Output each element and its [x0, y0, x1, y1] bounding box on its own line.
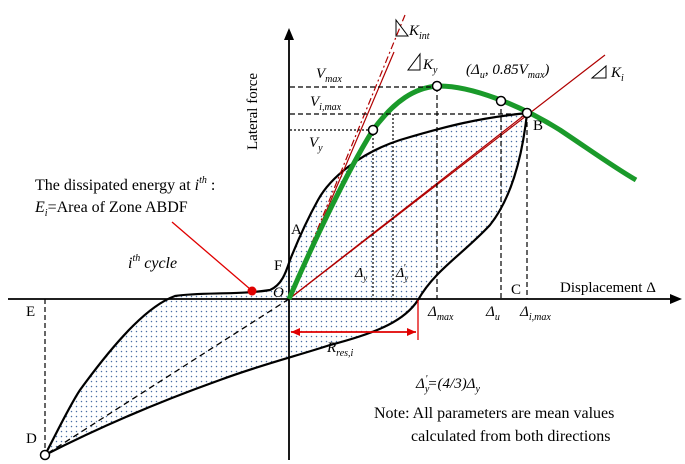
- k-int-triangle: [395, 18, 409, 37]
- delta-max-label: Δmax: [427, 304, 454, 323]
- label-d: D: [26, 431, 37, 447]
- secant-ob-line: [288, 112, 528, 300]
- relation-label: Δy'=(4/3)Δy: [415, 374, 481, 395]
- k-int-label: Kint: [408, 23, 430, 42]
- label-c: C: [511, 282, 521, 298]
- label-f: F: [274, 258, 282, 274]
- x-axis-arrow: [670, 294, 682, 304]
- x-axis-label: Displacement Δ: [560, 280, 656, 296]
- y-axis-arrow: [284, 28, 294, 40]
- k-i-triangle: [590, 64, 607, 79]
- energy-note-line2: Ei=Area of Zone ABDF: [34, 199, 188, 219]
- ultimate-marker: [495, 95, 507, 107]
- delta-u-label: Δu: [485, 304, 500, 323]
- delta-imax-label: Δi,max: [519, 304, 551, 323]
- energy-pointer-line: [171, 221, 251, 290]
- energy-note-line1: The dissipated energy at ith :: [35, 175, 215, 194]
- vmax-label: Vmax: [316, 66, 342, 85]
- note-line2: calculated from both directions: [411, 428, 610, 445]
- label-a: A: [291, 222, 302, 238]
- cycle-label: ith cycle: [128, 253, 177, 272]
- y-axis-label: Lateral force: [245, 73, 261, 150]
- label-o: O: [273, 285, 284, 301]
- point-d-marker: [39, 449, 51, 461]
- label-b: B: [533, 118, 543, 134]
- label-e: E: [26, 304, 35, 320]
- ultimate-point-label: (Δu, 0.85Vmax): [466, 62, 549, 81]
- delta-y-label: Δy: [354, 266, 367, 283]
- hysteresis-loop: [42, 111, 529, 458]
- vmax-marker: [431, 80, 443, 92]
- vimax-label: Vi,max: [310, 94, 342, 113]
- od-dashed-line: [44, 298, 290, 456]
- k-y-triangle: [407, 52, 421, 71]
- point-b-marker: [521, 107, 533, 119]
- note-line1: Note: All parameters are mean values: [374, 405, 614, 422]
- vy-marker: [367, 124, 379, 136]
- residual-label: Rres,i: [326, 340, 354, 359]
- k-y-label: Ky: [422, 57, 438, 76]
- delta-y-prime-label: Δy': [395, 263, 408, 283]
- k-i-label: Ki: [610, 65, 624, 84]
- vy-label: Vy: [309, 135, 323, 154]
